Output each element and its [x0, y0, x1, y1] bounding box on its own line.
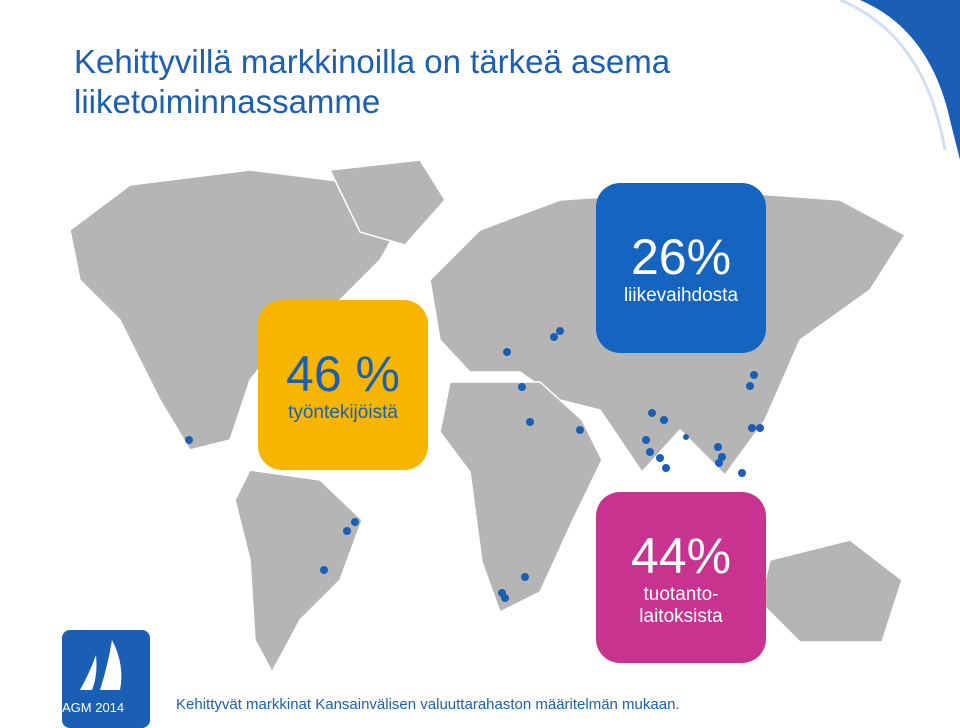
callout-label: tuotanto-: [643, 583, 719, 605]
dot: [648, 409, 656, 417]
dot: [185, 436, 193, 444]
dot: [526, 418, 534, 426]
dot: [550, 333, 558, 341]
logo-sails: [80, 640, 122, 690]
site-dots: [185, 327, 764, 602]
australia: [759, 539, 903, 643]
dot: [756, 424, 764, 432]
dot: [320, 566, 328, 574]
dot: [646, 448, 654, 456]
dot: [521, 573, 529, 581]
dot: [750, 371, 758, 379]
callout-label: työntekijöistä: [288, 402, 398, 423]
corner-swoosh: [860, 0, 960, 160]
dot: [556, 327, 564, 335]
callout-revenue: 26% liikevaihdosta: [596, 183, 766, 353]
dot: [576, 426, 584, 434]
dot: [351, 518, 359, 526]
callout-label: laitoksista: [639, 605, 723, 627]
dot: [714, 443, 722, 451]
dot: [660, 416, 668, 424]
callout-value: 26%: [630, 229, 732, 285]
dot: [642, 436, 650, 444]
callout-employees: 46 % työntekijöistä: [258, 300, 428, 470]
callout-value: 46 %: [286, 346, 400, 402]
dot: [662, 464, 670, 472]
title: Kehittyvillä markkinoilla on tärkeä asem…: [74, 42, 670, 122]
corner-line: [839, 0, 947, 151]
dot: [503, 348, 511, 356]
callout-label: liikevaihdosta: [623, 285, 739, 306]
callout-value: 44%: [630, 527, 732, 584]
title-line: Kehittyvillä markkinoilla on tärkeä asem…: [74, 43, 671, 80]
dot: [718, 453, 726, 461]
dot: [656, 454, 664, 462]
dot: [738, 469, 746, 477]
page-number: 9: [932, 14, 940, 30]
dot: [746, 382, 754, 390]
south-america: [234, 469, 363, 674]
dot: [715, 459, 723, 467]
logo-text: AGM 2014: [62, 700, 125, 715]
dot: [683, 434, 689, 440]
callout-plants: 44% tuotanto- laitoksista: [596, 492, 766, 663]
world-map: [69, 159, 907, 674]
dot: [748, 424, 756, 432]
greenland: [328, 159, 446, 246]
dot: [343, 527, 351, 535]
title-line: liiketoiminnassamme: [74, 83, 381, 120]
africa: [439, 381, 603, 614]
dot: [501, 594, 509, 602]
footnote: Kehittyvät markkinat Kansainvälisen valu…: [176, 696, 680, 713]
dot: [518, 383, 526, 391]
